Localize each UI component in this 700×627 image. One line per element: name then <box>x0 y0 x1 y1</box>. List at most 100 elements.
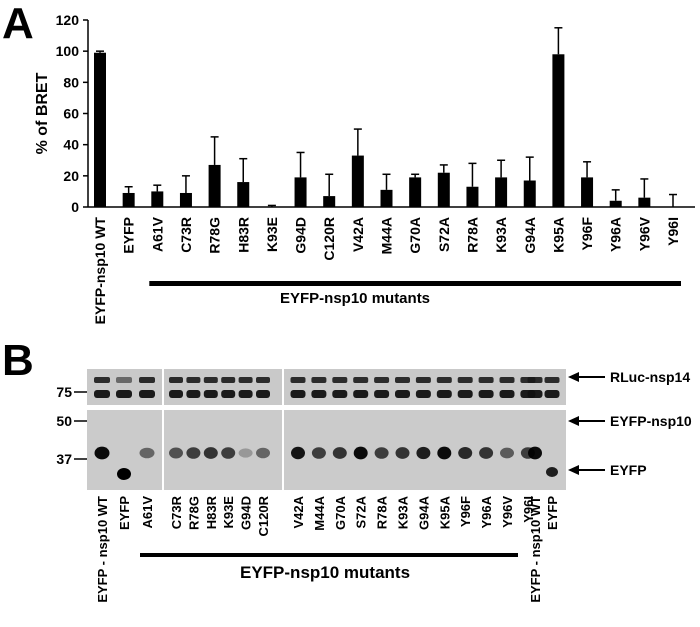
panel-a-mutants-label: EYFP-nsp10 mutants <box>280 290 431 307</box>
y-tick-label: 40 <box>63 137 79 153</box>
y-tick-label: 120 <box>56 12 80 28</box>
band-rluc-nsp14-upper <box>116 377 132 383</box>
band-eyfp-nsp10 <box>437 446 452 460</box>
band-eyfp-nsp10 <box>416 446 431 460</box>
band-rluc-nsp14-upper <box>478 377 494 383</box>
x-tick-label: V42A <box>350 217 366 252</box>
lane-label: EYFP - nsp10 WT <box>528 496 543 603</box>
x-tick-label: Y96I <box>665 217 681 246</box>
band-rluc-nsp14-upper <box>436 377 452 383</box>
band-rluc-nsp14-lower <box>527 390 543 398</box>
lane-label: G70A <box>333 495 348 530</box>
mutants-bracket <box>149 281 682 286</box>
lane-label: R78G <box>186 496 201 530</box>
y-axis-title: % of BRET <box>34 72 51 154</box>
lane-label: K93A <box>396 495 411 529</box>
band-rluc-nsp14-lower <box>457 390 473 398</box>
bar <box>208 164 221 207</box>
bar <box>552 54 565 208</box>
band-label: EYFP-nsp10 <box>610 413 692 429</box>
band-rluc-nsp14-lower <box>544 390 560 398</box>
band-rluc-nsp14-lower <box>415 390 431 398</box>
bar <box>179 192 192 207</box>
x-tick-label: R78A <box>464 217 480 253</box>
band-rluc-nsp14-upper <box>290 377 306 383</box>
y-tick-label: 20 <box>63 168 79 184</box>
band-rluc-nsp14-lower <box>290 390 306 398</box>
bar <box>523 180 536 207</box>
x-tick-label: G94D <box>293 217 309 254</box>
band-rluc-nsp14-lower <box>520 390 536 398</box>
band-arrowhead <box>568 372 579 382</box>
band-rluc-nsp14-lower <box>478 390 494 398</box>
x-tick-label: K95A <box>550 217 566 253</box>
lane-label: Y96F <box>458 496 473 527</box>
band-arrowhead <box>568 465 579 475</box>
bar <box>294 177 307 207</box>
x-tick-label: Y96A <box>608 217 624 252</box>
band-rluc-nsp14-upper <box>415 377 431 383</box>
band-rluc-nsp14-lower <box>311 390 327 398</box>
band-eyfp-nsp10 <box>528 446 542 460</box>
band-rluc-nsp14-lower <box>94 390 110 398</box>
x-tick-label: Y96F <box>579 217 595 251</box>
bar <box>151 191 164 207</box>
mw-marker-label: 37 <box>56 451 72 467</box>
band-rluc-nsp14-lower <box>374 390 390 398</box>
lane-label: Y96I <box>521 496 536 523</box>
band-eyfp-nsp10 <box>169 447 183 459</box>
x-tick-label: C120R <box>321 217 337 261</box>
x-tick-label: A61V <box>149 216 165 252</box>
band-rluc-nsp14-lower <box>332 390 348 398</box>
lane-label: H83R <box>204 495 219 529</box>
band-eyfp-nsp10 <box>332 447 347 459</box>
bar <box>380 189 393 207</box>
lane-label: K93E <box>221 496 236 529</box>
band-eyfp-nsp10 <box>374 447 389 459</box>
band-rluc-nsp14-upper <box>203 377 218 383</box>
bar <box>323 196 336 207</box>
band-rluc-nsp14-upper <box>520 377 536 383</box>
band-rluc-nsp14-lower <box>395 390 410 398</box>
x-tick-label: H83R <box>235 217 251 253</box>
bar <box>409 177 422 207</box>
band-label: RLuc-nsp14 <box>610 369 690 385</box>
band-rluc-nsp14-lower <box>169 390 183 398</box>
y-tick-label: 100 <box>56 43 80 59</box>
y-tick-label: 60 <box>63 106 79 122</box>
lane-label: S72A <box>354 495 369 528</box>
band-rluc-nsp14-lower <box>203 390 218 398</box>
band-rluc-nsp14-lower <box>436 390 452 398</box>
bar <box>638 197 651 207</box>
bar <box>237 182 250 207</box>
x-tick-label: S72A <box>436 217 452 252</box>
y-tick-label: 80 <box>63 74 79 90</box>
bar-chart: 0 20 40 60 80 100 120 % of BRET EYFP-nsp10 WT EYF… <box>34 12 695 324</box>
x-tick-label: Y96V <box>636 216 652 251</box>
x-tick-label: EYFP <box>121 217 137 254</box>
lane-label: K95A <box>437 495 452 529</box>
bar <box>466 186 479 207</box>
panel-b-letter: B <box>2 336 34 385</box>
panel-a-letter: A <box>2 0 34 48</box>
band-eyfp-nsp10 <box>291 446 305 460</box>
band-rluc-nsp14-upper <box>353 377 369 383</box>
bar <box>581 177 594 207</box>
band-rluc-nsp14-lower <box>256 390 270 398</box>
bar <box>94 52 106 207</box>
band-label: EYFP <box>610 462 647 478</box>
y-tick-label: 0 <box>71 199 79 215</box>
band-rluc-nsp14-upper <box>395 377 410 383</box>
lane-label: C120R <box>256 495 271 536</box>
x-tick-label: C73R <box>178 217 194 253</box>
band-eyfp-nsp10 <box>353 446 368 460</box>
mw-marker-label: 50 <box>56 413 72 429</box>
band-rluc-nsp14-upper <box>527 377 543 383</box>
band-eyfp <box>117 468 131 480</box>
band-eyfp-nsp10 <box>479 447 494 459</box>
band-rluc-nsp14-upper <box>374 377 390 383</box>
band-rluc-nsp14-upper <box>238 377 253 383</box>
bar <box>609 200 622 207</box>
band-rluc-nsp14-upper <box>186 377 201 383</box>
lane-label: G94D <box>239 496 254 530</box>
